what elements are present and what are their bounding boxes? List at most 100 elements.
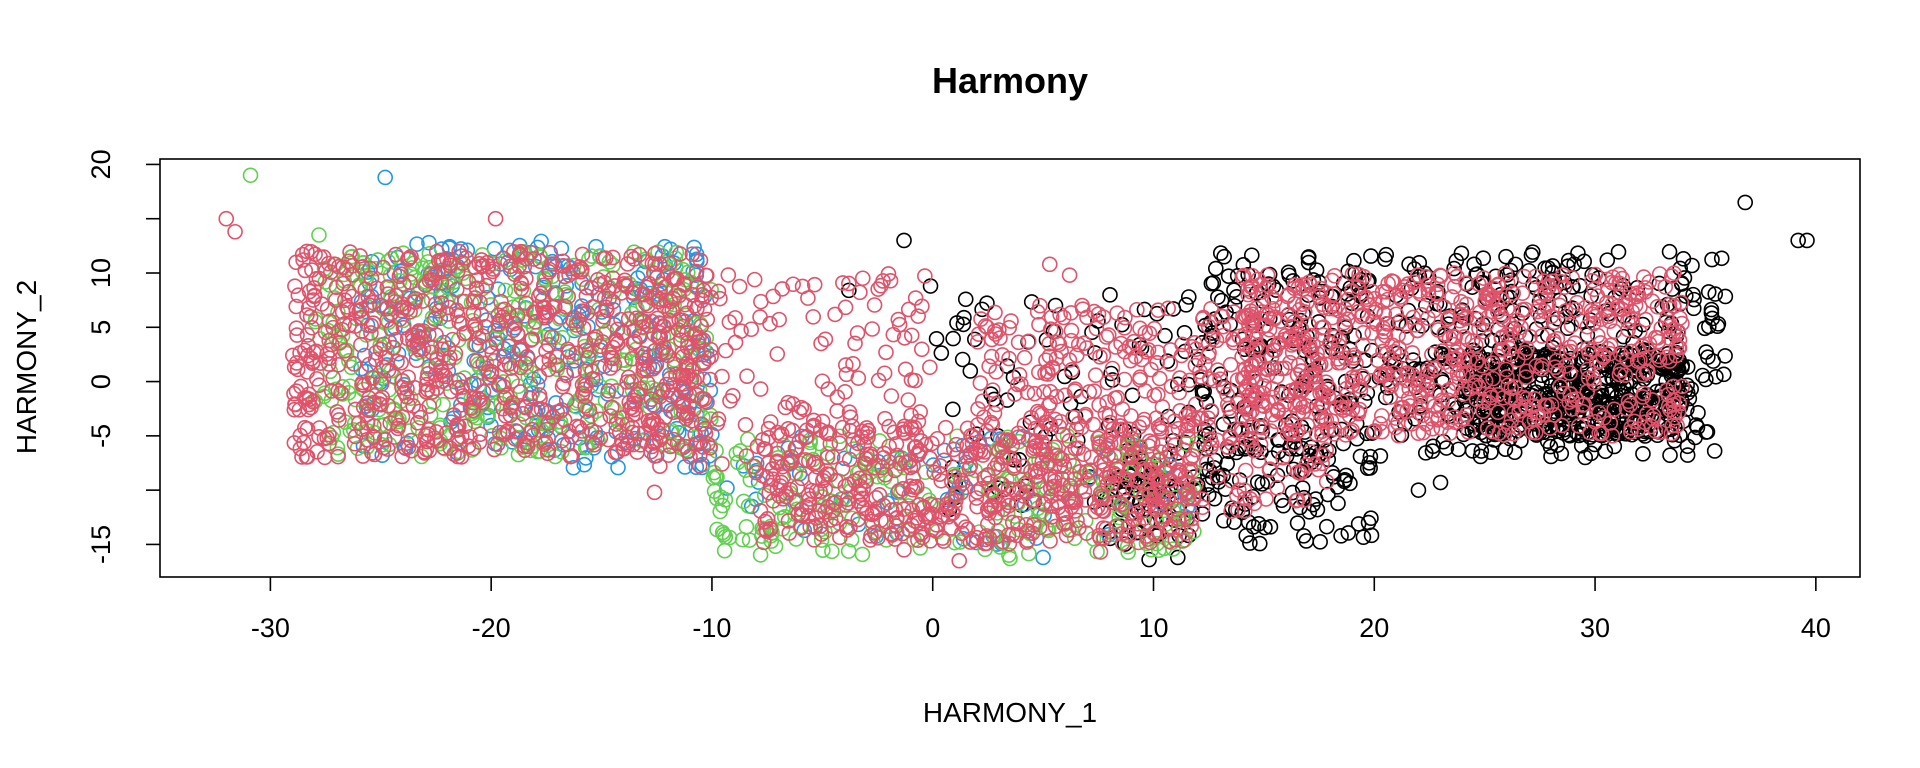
data-point bbox=[1047, 411, 1064, 428]
data-point bbox=[513, 274, 529, 291]
data-point bbox=[758, 469, 775, 486]
data-point bbox=[688, 263, 705, 280]
data-point bbox=[721, 314, 738, 330]
data-point bbox=[1067, 503, 1083, 519]
data-point bbox=[1448, 344, 1464, 360]
data-point bbox=[759, 511, 776, 527]
data-point bbox=[1593, 425, 1610, 442]
data-point bbox=[785, 276, 801, 293]
data-point bbox=[418, 277, 434, 294]
data-point bbox=[321, 313, 338, 329]
data-point bbox=[714, 456, 730, 472]
data-point bbox=[1510, 344, 1527, 361]
data-point bbox=[1041, 335, 1058, 352]
data-point bbox=[1087, 345, 1103, 361]
data-point bbox=[1494, 308, 1510, 325]
data-point bbox=[1346, 347, 1362, 364]
data-point bbox=[652, 329, 669, 345]
data-point bbox=[1136, 510, 1153, 526]
data-point bbox=[835, 275, 851, 291]
data-point bbox=[471, 256, 488, 272]
data-point bbox=[793, 399, 810, 416]
data-point bbox=[1620, 321, 1636, 338]
data-point bbox=[475, 394, 491, 411]
data-point bbox=[423, 292, 440, 308]
data-point bbox=[900, 392, 917, 408]
data-point bbox=[782, 481, 799, 498]
data-point bbox=[1505, 285, 1521, 302]
data-point bbox=[352, 248, 368, 264]
data-point bbox=[837, 384, 853, 400]
data-point bbox=[1340, 311, 1356, 328]
data-point bbox=[976, 470, 993, 486]
data-point bbox=[1296, 492, 1312, 508]
data-point bbox=[1046, 473, 1063, 490]
data-point bbox=[1579, 340, 1596, 357]
data-point bbox=[880, 266, 897, 282]
data-point bbox=[1614, 424, 1631, 441]
data-point bbox=[762, 414, 779, 430]
data-point bbox=[361, 375, 377, 392]
data-point bbox=[1284, 318, 1301, 335]
data-point bbox=[891, 316, 908, 333]
data-point bbox=[649, 417, 666, 433]
data-point bbox=[366, 418, 382, 434]
data-point bbox=[554, 378, 571, 395]
data-point bbox=[841, 275, 857, 292]
data-point bbox=[677, 384, 694, 400]
x-tick-label: 20 bbox=[1359, 613, 1389, 643]
data-point bbox=[887, 462, 903, 479]
data-point bbox=[421, 398, 438, 414]
data-point bbox=[357, 281, 374, 298]
data-point bbox=[1350, 516, 1367, 532]
data-point bbox=[1663, 425, 1680, 442]
data-point bbox=[1342, 424, 1359, 440]
data-point bbox=[1102, 287, 1118, 303]
data-point bbox=[1199, 455, 1215, 471]
data-point bbox=[1104, 476, 1120, 492]
data-point bbox=[907, 372, 923, 389]
data-point bbox=[1440, 392, 1457, 409]
data-point bbox=[630, 425, 646, 442]
data-point bbox=[1498, 248, 1514, 265]
data-point bbox=[1078, 340, 1095, 356]
series-3 bbox=[218, 210, 1690, 569]
data-point bbox=[574, 376, 591, 393]
data-point bbox=[1047, 297, 1064, 314]
data-point bbox=[888, 510, 905, 527]
data-point bbox=[1094, 502, 1111, 519]
data-point bbox=[969, 442, 986, 459]
data-point bbox=[902, 459, 919, 476]
data-point bbox=[1522, 328, 1538, 345]
data-point bbox=[1262, 519, 1279, 535]
data-point bbox=[1394, 282, 1411, 299]
data-point bbox=[1098, 470, 1114, 486]
data-point bbox=[376, 432, 393, 448]
data-point bbox=[1419, 368, 1436, 384]
data-point bbox=[1708, 368, 1724, 385]
data-point bbox=[1164, 423, 1181, 440]
data-point bbox=[1340, 525, 1357, 541]
data-point bbox=[501, 356, 518, 372]
data-point bbox=[1092, 544, 1109, 560]
data-point bbox=[465, 305, 482, 321]
data-point bbox=[853, 497, 870, 514]
data-point bbox=[1077, 406, 1094, 423]
data-point bbox=[1330, 495, 1346, 512]
data-point bbox=[644, 313, 660, 330]
data-point bbox=[854, 270, 871, 287]
data-point bbox=[1599, 340, 1616, 357]
data-point bbox=[1016, 417, 1033, 433]
data-point bbox=[1250, 452, 1267, 469]
data-point bbox=[738, 448, 755, 464]
data-point bbox=[1259, 267, 1276, 283]
data-point bbox=[1110, 494, 1126, 511]
data-point bbox=[1159, 490, 1176, 506]
data-point bbox=[1237, 503, 1253, 519]
data-point bbox=[595, 313, 611, 329]
data-point bbox=[365, 428, 382, 445]
data-point bbox=[462, 429, 478, 445]
data-point bbox=[375, 359, 392, 375]
data-point bbox=[1475, 270, 1492, 286]
data-point bbox=[1076, 483, 1093, 500]
